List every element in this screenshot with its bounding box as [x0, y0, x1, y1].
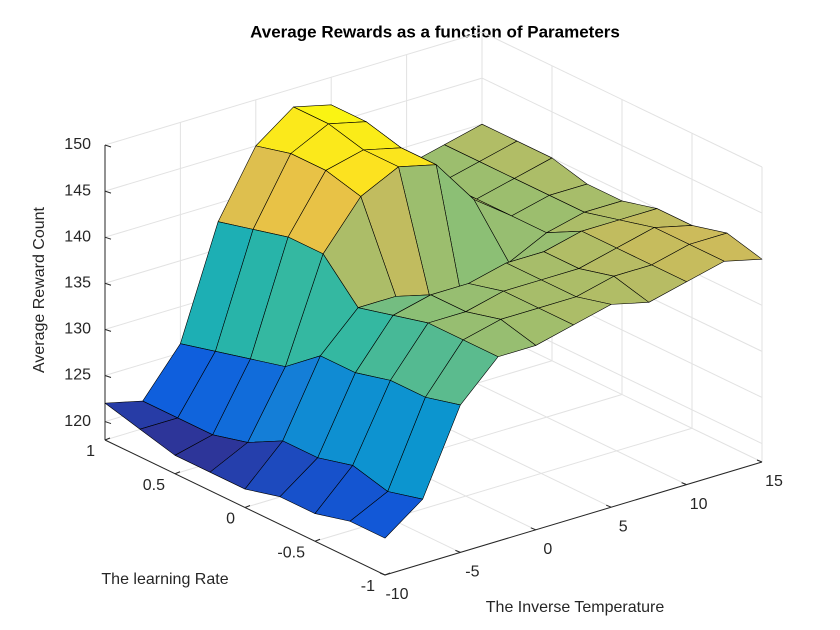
grid-line: [481, 77, 763, 214]
x-tick-label: -5: [465, 564, 479, 581]
y-tick-label: -1: [361, 578, 375, 595]
x-axis-label: The Inverse Temperature: [486, 599, 665, 616]
y-tick-label: 1: [86, 443, 95, 460]
z-tick: [104, 190, 112, 194]
z-tick-label: 130: [64, 321, 91, 338]
grid-line: [481, 31, 763, 168]
y-tick: [104, 437, 111, 441]
z-tick: [104, 236, 112, 240]
x-tick: [606, 504, 612, 508]
x-axis: [384, 461, 763, 576]
y-tick-label: 0.5: [143, 477, 165, 494]
x-tick: [455, 549, 461, 553]
z-tick-label: 145: [64, 182, 91, 199]
z-tick: [104, 421, 112, 425]
x-tick: [379, 572, 386, 576]
x-tick-label: -10: [385, 586, 408, 603]
x-tick-label: 0: [543, 541, 552, 558]
z-tick: [104, 282, 112, 286]
z-tick-label: 120: [64, 413, 91, 430]
y-tick: [174, 471, 181, 475]
y-tick: [244, 505, 251, 508]
z-tick-label: 150: [64, 136, 91, 153]
chart-title: Average Rewards as a function of Paramet…: [250, 22, 620, 41]
x-tick-label: 5: [619, 518, 628, 535]
z-axis-label: Average Reward Count: [31, 206, 48, 373]
z-tick-label: 140: [64, 228, 91, 245]
z-tick: [104, 328, 112, 332]
y-tick: [384, 572, 391, 576]
surface-patch: [349, 491, 424, 539]
x-tick: [530, 527, 536, 531]
x-tick: [681, 482, 687, 486]
y-tick: [314, 538, 321, 542]
z-tick: [104, 374, 112, 378]
grid-line: [104, 31, 483, 146]
x-tick: [756, 459, 763, 463]
z-tick: [104, 144, 112, 148]
y-tick-label: 0: [226, 511, 235, 528]
y-axis-label: The learning Rate: [101, 571, 228, 588]
x-tick-label: 15: [765, 473, 783, 490]
z-tick-label: 135: [64, 275, 91, 292]
y-tick-label: -0.5: [277, 544, 305, 561]
z-tick-label: 125: [64, 367, 91, 384]
x-tick-label: 10: [690, 496, 708, 513]
